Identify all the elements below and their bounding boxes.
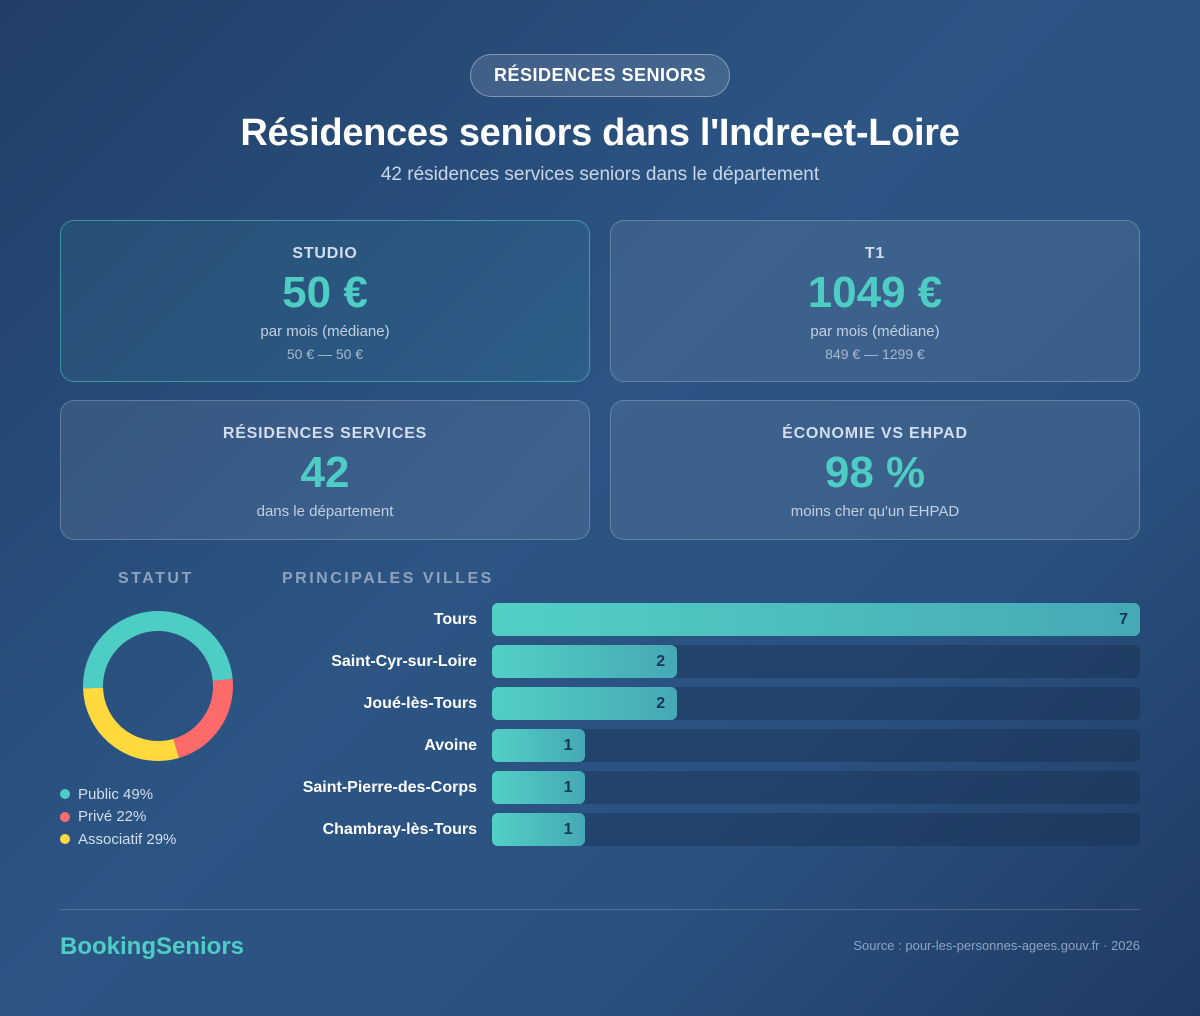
legend-label: Public 49%: [78, 785, 154, 803]
bar-label: Joué-lès-Tours: [363, 695, 478, 712]
header-badge: RÉSIDENCES SENIORS: [470, 54, 730, 97]
donut-slice-public: [83, 611, 233, 689]
legend-item-associatif: Associatif 29%: [60, 828, 176, 851]
bar-row-avoine: Avoine 1: [260, 729, 1140, 762]
card-sub: moins cher qu'un EHPAD: [790, 503, 960, 520]
bar-fill-saint-cyr-sur-loire: 2: [492, 645, 678, 678]
card-label: ÉCONOMIE VS EHPAD: [782, 425, 968, 442]
bar-track: 2: [492, 687, 1140, 720]
bar-fill-chambray-les-tours: 1: [492, 813, 585, 846]
card-value: 1049 €: [807, 268, 943, 317]
legend-label: Privé 22%: [78, 808, 147, 826]
bar-row-tours: Tours 7: [260, 603, 1140, 636]
donut-slice-privé: [172, 678, 233, 759]
card-economie: ÉCONOMIE VS EHPAD 98 % moins cher qu'un …: [610, 400, 1140, 540]
bar-track: 1: [492, 813, 1140, 846]
card-label: T1: [864, 245, 886, 262]
legend-dot: [60, 811, 70, 822]
card-residences: RÉSIDENCES SERVICES 42 dans le départeme…: [60, 400, 590, 540]
page-subtitle: 42 résidences services seniors dans le d…: [380, 164, 820, 185]
bar-value: 1: [563, 821, 573, 838]
footer-divider: [60, 909, 1140, 910]
legend-item-prive: Privé 22%: [60, 806, 176, 829]
legend-dot: [60, 834, 70, 845]
donut-slice-associatif: [83, 687, 179, 761]
card-sub: par mois (médiane): [260, 323, 390, 340]
bar-value: 1: [563, 737, 573, 754]
card-sub: par mois (médiane): [810, 323, 940, 340]
bar-label: Saint-Cyr-sur-Loire: [331, 653, 477, 670]
statut-legend: Public 49% Privé 22% Associatif 29%: [60, 783, 176, 851]
bar-label: Tours: [433, 611, 477, 628]
bar-fill-joue-les-tours: 2: [492, 687, 678, 720]
bar-row-saint-cyr-sur-loire: Saint-Cyr-sur-Loire 2: [260, 645, 1140, 678]
card-value: 98 %: [824, 448, 926, 497]
bar-label: Avoine: [424, 737, 477, 754]
bar-row-joue-les-tours: Joué-lès-Tours 2: [260, 687, 1140, 720]
bar-value: 7: [1119, 611, 1128, 628]
brand-logo: BookingSeniors: [60, 933, 245, 960]
card-label: RÉSIDENCES SERVICES: [222, 425, 428, 442]
bar-fill-saint-pierre-des-corps: 1: [492, 771, 585, 804]
bar-value: 2: [656, 695, 666, 712]
card-studio: STUDIO 50 € par mois (médiane) 50 € — 50…: [60, 220, 590, 382]
card-range: 50 € — 50 €: [286, 346, 364, 362]
legend-dot: [60, 789, 70, 800]
legend-label: Associatif 29%: [78, 830, 177, 848]
page-title: Résidences seniors dans l'Indre-et-Loire: [240, 112, 960, 154]
card-value: 50 €: [282, 268, 368, 317]
statut-chart-title: STATUT: [118, 570, 194, 587]
card-label: STUDIO: [292, 245, 358, 262]
bar-track: 7: [492, 603, 1140, 636]
bar-track: 1: [492, 729, 1140, 762]
bar-track: 1: [492, 771, 1140, 804]
source-text: Source : pour-les-personnes-agees.gouv.f…: [853, 938, 1140, 953]
bar-row-saint-pierre-des-corps: Saint-Pierre-des-Corps 1: [260, 771, 1140, 804]
legend-item-public: Public 49%: [60, 783, 176, 806]
bar-label: Chambray-lès-Tours: [322, 821, 477, 838]
card-range: 849 € — 1299 €: [825, 346, 925, 362]
card-value: 42: [300, 448, 350, 497]
villes-chart-title: PRINCIPALES VILLES: [282, 570, 494, 587]
bar-track: 2: [492, 645, 1140, 678]
card-t1: T1 1049 € par mois (médiane) 849 € — 129…: [610, 220, 1140, 382]
bar-fill-avoine: 1: [492, 729, 585, 762]
bar-value: 2: [656, 653, 666, 670]
statut-donut-chart: [83, 611, 233, 761]
card-sub: dans le département: [256, 503, 394, 520]
bar-value: 1: [563, 779, 573, 796]
bar-label: Saint-Pierre-des-Corps: [302, 779, 477, 796]
bar-fill-tours: 7: [492, 603, 1140, 636]
bar-row-chambray-les-tours: Chambray-lès-Tours 1: [260, 813, 1140, 846]
